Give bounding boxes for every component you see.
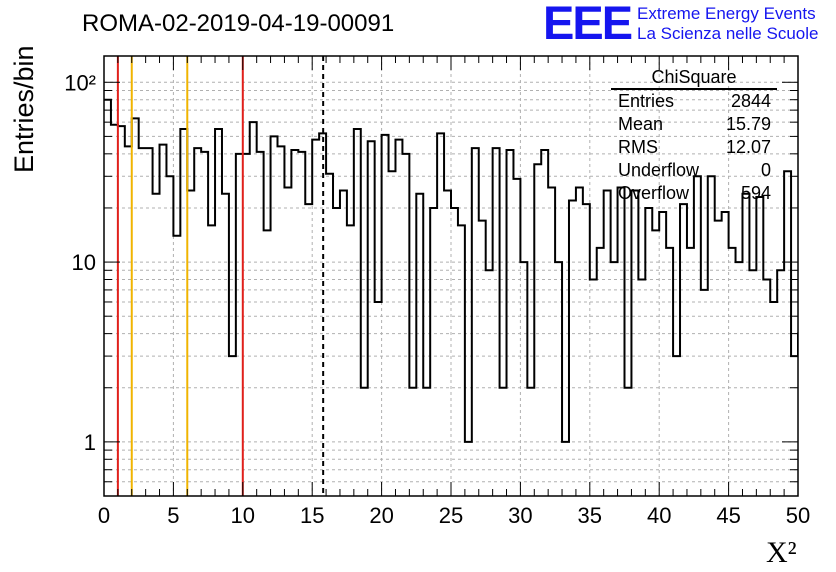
x-tick-label: 45 (716, 503, 740, 528)
stats-row-underflow: Underflow 0 (611, 159, 777, 182)
x-tick-label: 15 (300, 503, 324, 528)
eee-logo: EEE Extreme Energy Events La Scienza nel… (543, 0, 833, 49)
x-tick-label: 25 (439, 503, 463, 528)
x-axis-label: X² (766, 536, 797, 569)
stats-label: Mean (618, 114, 664, 134)
x-tick-label: 50 (786, 503, 810, 528)
x-tick-label: 30 (508, 503, 532, 528)
x-tick-label: 35 (578, 503, 602, 528)
stats-label: Overflow (618, 183, 690, 203)
stats-value: 0 (760, 160, 771, 180)
stats-label: Underflow (618, 160, 700, 180)
stats-box: ChiSquare Entries 2844 Mean 15.79 RMS 12… (611, 66, 777, 205)
y-tick-label: 1 (84, 430, 96, 455)
stats-row-overflow: Overflow 594 (611, 182, 777, 205)
y-tick-label: 10 (72, 250, 96, 275)
stats-box-title: ChiSquare (611, 66, 777, 90)
x-tick-label: 20 (369, 503, 393, 528)
stats-value: 12.07 (725, 137, 771, 157)
stats-row-rms: RMS 12.07 (611, 136, 777, 159)
logo-line-2: La Scienza nelle Scuole (637, 24, 819, 43)
histogram-step-line (104, 98, 798, 443)
x-tick-label: 5 (167, 503, 179, 528)
y-tick-label: 10² (64, 70, 96, 95)
logo-line-1: Extreme Energy Events (637, 4, 816, 23)
stats-row-entries: Entries 2844 (611, 90, 777, 113)
stats-value: 2844 (730, 91, 771, 111)
stats-label: RMS (618, 137, 658, 157)
x-tick-label: 40 (647, 503, 671, 528)
stats-value: 594 (740, 183, 771, 203)
stats-label: Entries (618, 91, 675, 111)
stats-value: 15.79 (725, 114, 771, 134)
eee-logo-mark: EEE (543, 0, 633, 49)
stats-row-mean: Mean 15.79 (611, 113, 777, 136)
y-axis-label: Entries/bin (9, 45, 39, 173)
x-tick-label: 10 (231, 503, 255, 528)
chart-title: ROMA-02-2019-04-19-00091 (82, 10, 395, 37)
x-tick-label: 0 (98, 503, 110, 528)
